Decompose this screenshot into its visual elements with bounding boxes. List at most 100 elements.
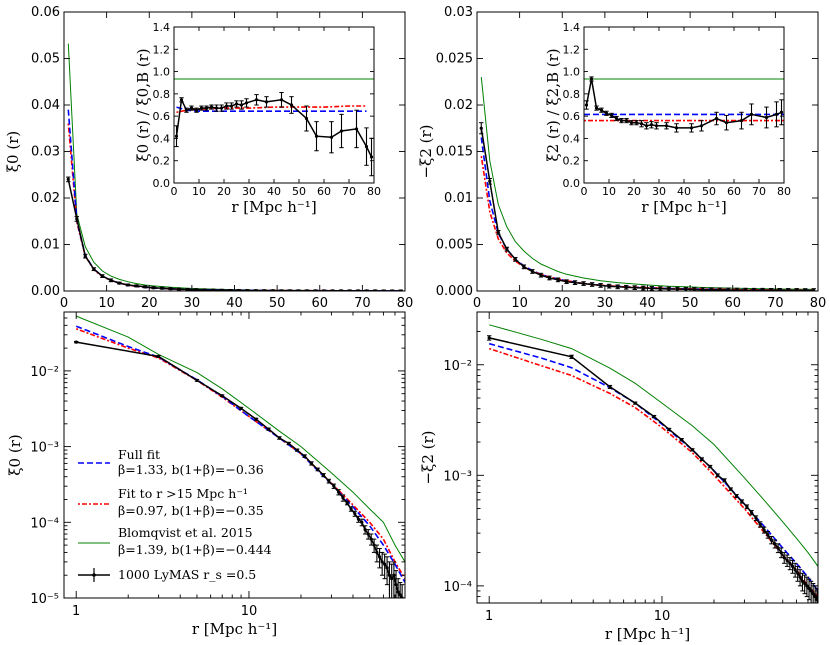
series-red-line [488,347,818,598]
inset-background [174,27,374,183]
data-point [126,283,130,287]
data-point [220,288,224,291]
data-point [664,124,669,128]
data-point [390,577,394,581]
data-point [764,115,769,120]
x-tick-label: 80 [810,296,827,311]
data-point [809,589,813,593]
data-point [237,288,241,291]
data-point [539,273,543,277]
x-tick-label: 80 [367,185,381,198]
data-point [369,155,374,159]
data-point [749,510,754,515]
x-tick-label: 0 [473,296,481,311]
x-tick-label: 40 [677,185,691,198]
y-axis-label: −ξ2 (r) [419,430,437,484]
data-point [812,288,816,291]
data-point [589,77,594,81]
data-point [336,490,341,494]
series-data-line [489,337,818,601]
data-point [798,575,802,579]
legend: Full fit β=1.33, b(1+β)=−0.36 Fit to r >… [78,447,272,582]
data-point [581,281,586,286]
data-point [513,257,517,261]
data-point [380,560,384,564]
data-point [650,286,654,290]
data-point [619,119,624,123]
y-tick-label: 0.03 [31,145,60,160]
y-tick-label: 0.015 [436,145,473,160]
data-point [151,286,156,290]
data-point [179,98,184,102]
y-tick-label: 10⁻² [443,359,472,374]
data-point [752,288,756,291]
x-tick-label: 80 [777,185,791,198]
data-point [332,484,336,488]
legend-data-label: 1000 LyMAS r_s =0.5 [118,567,256,582]
data-point [594,106,599,110]
data-point [800,579,805,583]
axes-frame [63,311,406,599]
x-tick-label: 20 [627,185,641,198]
data-point [339,129,344,133]
data-point [522,265,526,269]
x-tick-label: 70 [752,185,766,198]
data-point [160,286,164,290]
data-point [773,542,777,546]
x-tick-label: 60 [727,185,741,198]
data-point [811,592,815,596]
y-tick-label: 0.8 [563,88,581,101]
data-point [674,126,679,130]
data-point [699,124,704,128]
data-point [769,288,773,291]
x-tick-label: 50 [702,185,716,198]
data-point [505,247,509,251]
data-point [680,438,684,442]
data-point [234,102,239,106]
x-tick-label: 50 [292,185,306,198]
x-tick-label: 0 [60,296,68,311]
data-point [353,512,357,516]
data-point [364,145,369,149]
y-tick-label: 0.6 [563,110,581,123]
data-point [264,100,269,104]
data-point [760,288,765,291]
data-point [785,558,789,562]
x-tick-label: 20 [217,185,231,198]
y-tick-label: 10⁻⁵ [30,592,59,607]
data-point [363,528,367,532]
data-point [629,121,634,125]
data-point [177,287,181,291]
data-point [530,269,535,274]
legend-blomqvist-line1: Blomqvist et al. 2015 [118,525,253,540]
data-point [349,507,353,511]
data-point [779,110,784,114]
data-point [211,288,215,291]
plot-area [584,76,784,133]
data-point [714,116,719,121]
plot-area [486,324,818,603]
data-point [385,566,389,570]
data-point [639,122,644,126]
legend-fit-r15-line1: Fit to r >15 Mpc h⁻¹ [118,486,248,501]
data-point [244,101,249,105]
y-tick-label: 0.4 [153,132,171,145]
data-point [143,285,147,289]
data-point [66,177,70,181]
y-tick-label: 10⁻³ [443,469,472,484]
y-tick-label: 1.2 [563,43,581,56]
data-point [316,467,320,471]
data-point [599,283,603,288]
data-point [556,278,560,282]
data-point [624,285,628,289]
data-point [599,108,604,112]
x-tick-label: 40 [267,185,281,198]
data-point [295,448,299,452]
data-point [624,119,629,123]
data-point [815,598,818,602]
y-tick-label: 0.4 [563,132,581,145]
data-point [204,106,209,110]
data-point [229,104,234,108]
data-point [479,126,483,130]
